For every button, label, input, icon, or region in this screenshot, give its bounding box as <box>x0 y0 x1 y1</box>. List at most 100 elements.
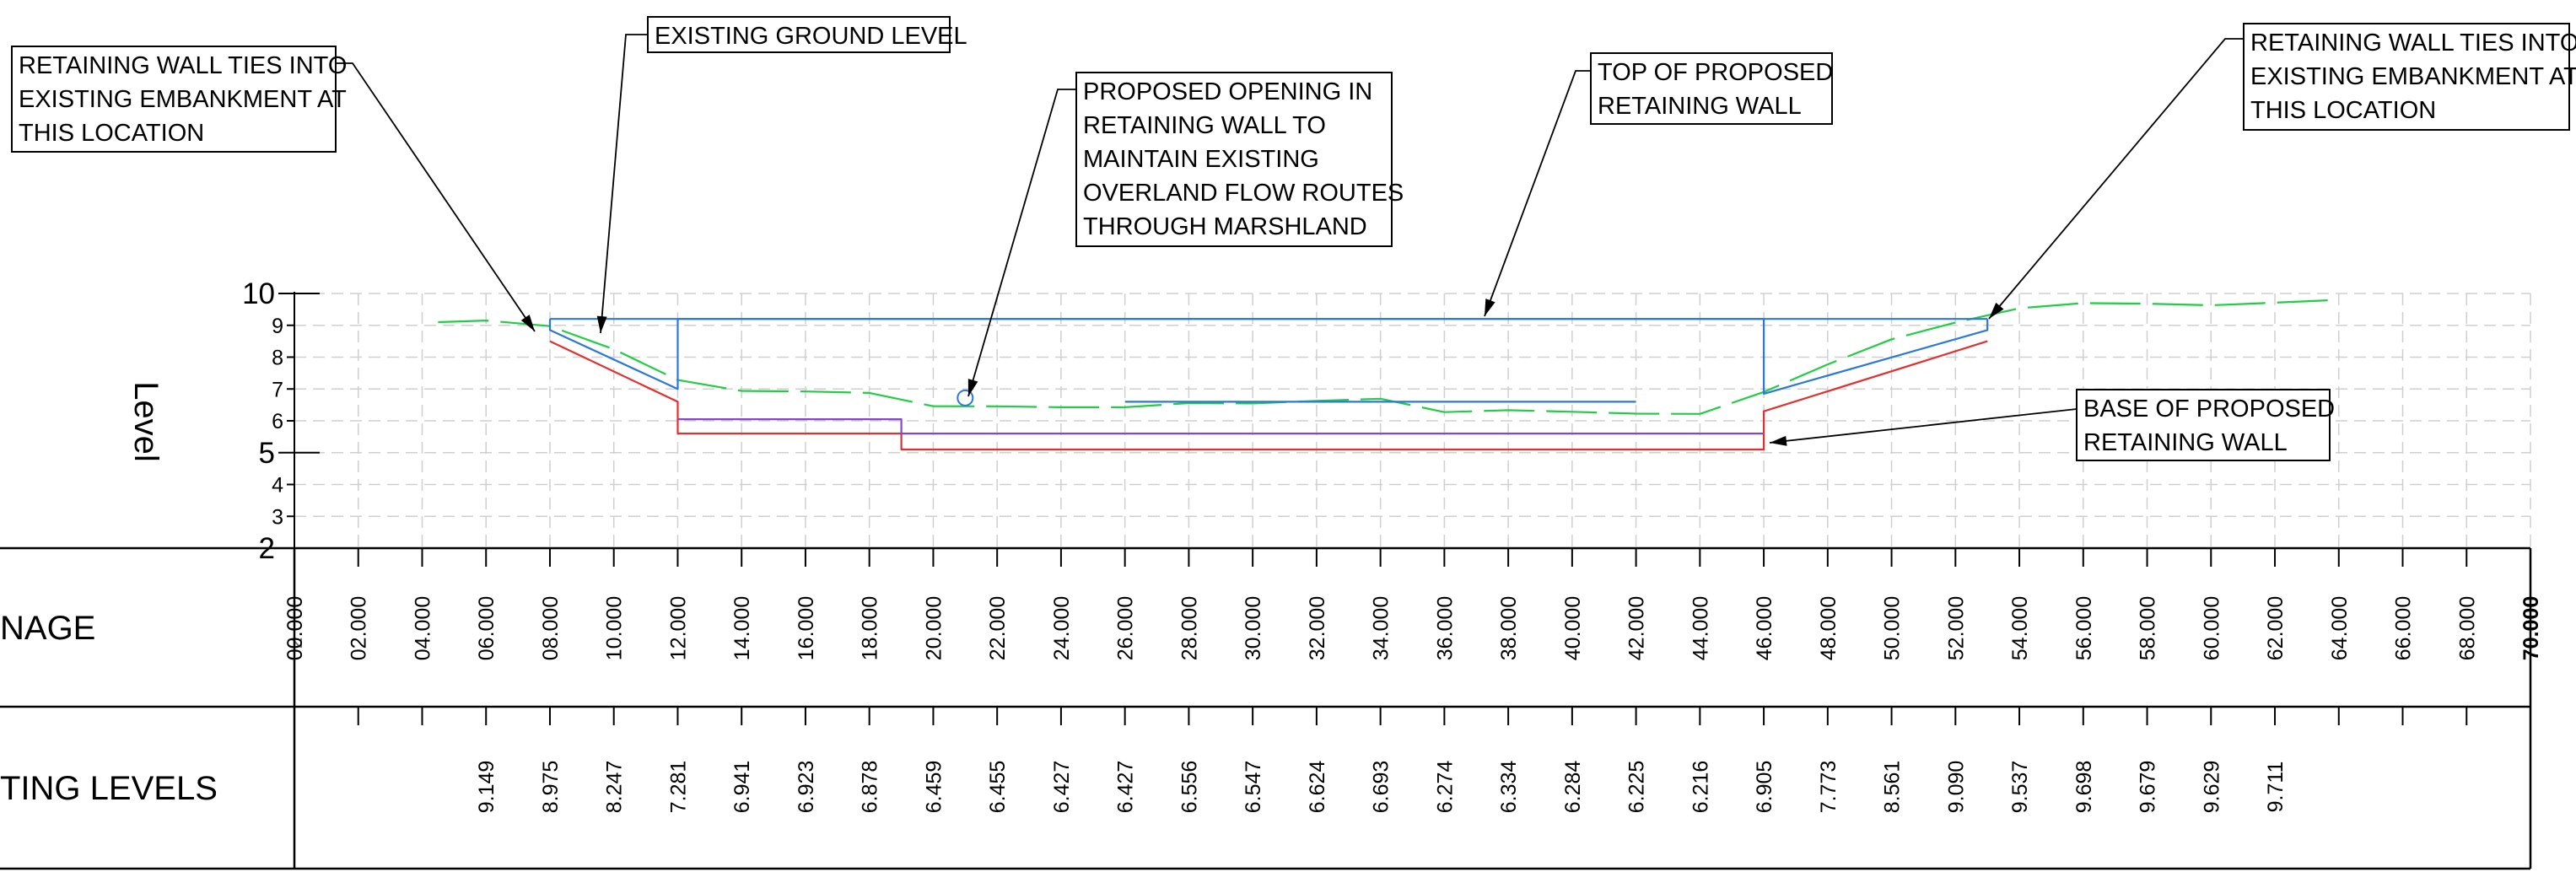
chainage-label: 08.000 <box>539 596 563 660</box>
chainage-row-title: NAGE <box>0 610 95 647</box>
chainage-label: 16.000 <box>795 596 818 660</box>
existing-level-label: 7.281 <box>666 761 690 814</box>
chainage-label: 18.000 <box>859 596 882 660</box>
callout-ties-left: RETAINING WALL TIES INTO EXISTING EMBANKM… <box>11 46 536 332</box>
y-tick-label: 7 <box>272 378 283 401</box>
chainage-label: 24.000 <box>1050 596 1074 660</box>
callout-text: THIS LOCATION <box>19 120 204 147</box>
callout-box <box>2076 389 2331 461</box>
series-line <box>549 340 1988 451</box>
callout-text: RETAINING WALL TIES INTO <box>19 52 347 79</box>
chainage-label: 46.000 <box>1753 596 1776 660</box>
existing-level-label: 9.090 <box>1944 761 1968 814</box>
existing-level-label: 6.923 <box>795 761 818 814</box>
existing-level-label: 6.941 <box>730 761 754 814</box>
leader-line <box>1988 38 2244 320</box>
callout-ground: EXISTING GROUND LEVEL <box>596 16 967 334</box>
callout-text: THIS LOCATION <box>2250 97 2436 124</box>
opening-marker <box>957 389 974 406</box>
existing-level-label: 6.427 <box>1050 761 1074 814</box>
existing-level-label: 6.547 <box>1242 761 1265 814</box>
existing-level-label: 6.225 <box>1625 761 1649 814</box>
chainage-label: 10.000 <box>603 596 627 660</box>
chainage-label: 22.000 <box>986 596 1010 660</box>
existing-level-label: 9.698 <box>2072 761 2096 814</box>
callout-text: EXISTING EMBANKMENT AT <box>19 86 347 113</box>
existing-level-label: 8.561 <box>1881 761 1905 814</box>
existing-level-label: 8.975 <box>539 761 563 814</box>
y-tick-label: 4 <box>272 474 283 498</box>
existing-level-labels: 9.149 8.975 8.247 7.281 6.941 6.923 6.878 6.459… <box>294 707 2531 814</box>
leader-line <box>600 34 648 334</box>
callout-text: RETAINING WALL TO <box>1083 112 1326 139</box>
existing-level-label: 9.679 <box>2137 761 2160 814</box>
callout-text: BASE OF PROPOSED <box>2083 396 2335 423</box>
callout-ties-right: RETAINING WALL TIES INTO EXISTING EMBANKM… <box>1988 23 2576 320</box>
y-tick-label: 6 <box>272 410 283 433</box>
existing-level-label: 6.216 <box>1689 761 1712 814</box>
callout-text: MAINTAIN EXISTING <box>1083 146 1319 173</box>
chainage-label: 34.000 <box>1370 596 1393 660</box>
chainage-label: 44.000 <box>1689 596 1712 660</box>
leader-arrowhead <box>1770 435 1787 446</box>
chainage-label: 38.000 <box>1497 596 1521 660</box>
chainage-label: 06.000 <box>475 596 498 660</box>
existing-level-label: 6.693 <box>1370 761 1393 814</box>
callout-box <box>1590 52 1833 125</box>
leader-arrowhead <box>1989 302 2004 319</box>
chainage-label: 26.000 <box>1114 596 1138 660</box>
y-tick-label: 8 <box>272 347 283 370</box>
chainage-label: 62.000 <box>2264 596 2288 660</box>
chainage-label: 68.000 <box>2455 596 2479 660</box>
chainage-label: 70.000 <box>2519 596 2543 660</box>
existing-level-label: 6.624 <box>1306 761 1329 814</box>
chainage-label: 54.000 <box>2008 596 2032 660</box>
existing-level-label: 8.247 <box>603 761 627 814</box>
chainage-label: 50.000 <box>1881 596 1905 660</box>
existing-level-label: 6.878 <box>859 761 882 814</box>
callout-box <box>1075 72 1393 247</box>
existing-level-label: 7.773 <box>1817 761 1840 814</box>
existing-level-label: 9.711 <box>2264 762 2288 813</box>
leader-line <box>336 62 536 332</box>
chainage-label: 14.000 <box>730 596 754 660</box>
chainage-label: 02.000 <box>348 596 371 660</box>
existing-level-label: 6.334 <box>1497 761 1521 814</box>
leader-line <box>1769 408 2078 444</box>
callout-base-wall: BASE OF PROPOSED RETAINING WALL <box>1769 389 2335 461</box>
leader-arrowhead <box>520 315 535 331</box>
callout-text: RETAINING WALL <box>1598 93 1802 120</box>
callout-text: THROUGH MARSHLAND <box>1083 213 1367 240</box>
callout-text: RETAINING WALL TIES INTO <box>2250 30 2576 57</box>
leader-arrowhead <box>967 379 978 396</box>
chainage-label: 12.000 <box>666 596 690 660</box>
callout-box <box>2243 23 2570 131</box>
callout-box <box>11 46 337 153</box>
leader-line <box>967 89 1076 397</box>
y-tick-label: 3 <box>272 505 283 529</box>
chainage-label: 42.000 <box>1625 596 1649 660</box>
callout-text: OVERLAND FLOW ROUTES <box>1083 180 1404 207</box>
leader-line <box>1484 70 1591 317</box>
callout-text: EXISTING GROUND LEVEL <box>655 23 967 50</box>
chainage-label: 66.000 <box>2392 596 2416 660</box>
callout-text: PROPOSED OPENING IN <box>1083 78 1372 105</box>
existing-level-label: 6.274 <box>1433 761 1457 814</box>
chainage-label-end: 70.000 <box>2519 596 2543 660</box>
chainage-label: 64.000 <box>2328 596 2352 660</box>
chainage-label: 40.000 <box>1561 596 1585 660</box>
chainage-label: 60.000 <box>2200 596 2223 660</box>
chart-series <box>438 299 2339 451</box>
chainage-tick-labels: 00.000 02.000 04.000 06.000 08.000 10.000 12.0… <box>283 548 2543 660</box>
callouts: RETAINING WALL TIES INTO EXISTING EMBANKM… <box>11 16 2576 461</box>
existing-level-label: 6.455 <box>986 761 1010 814</box>
chainage-label: 36.000 <box>1433 596 1457 660</box>
leader-arrowhead <box>1485 299 1495 316</box>
chainage-label: 20.000 <box>922 596 946 660</box>
chainage-label: 52.000 <box>1944 596 1968 660</box>
leader-arrowhead <box>596 315 607 333</box>
existing-level-label: 6.905 <box>1753 761 1776 814</box>
series-line <box>677 418 1765 435</box>
callout-text: TOP OF PROPOSED <box>1598 59 1833 86</box>
